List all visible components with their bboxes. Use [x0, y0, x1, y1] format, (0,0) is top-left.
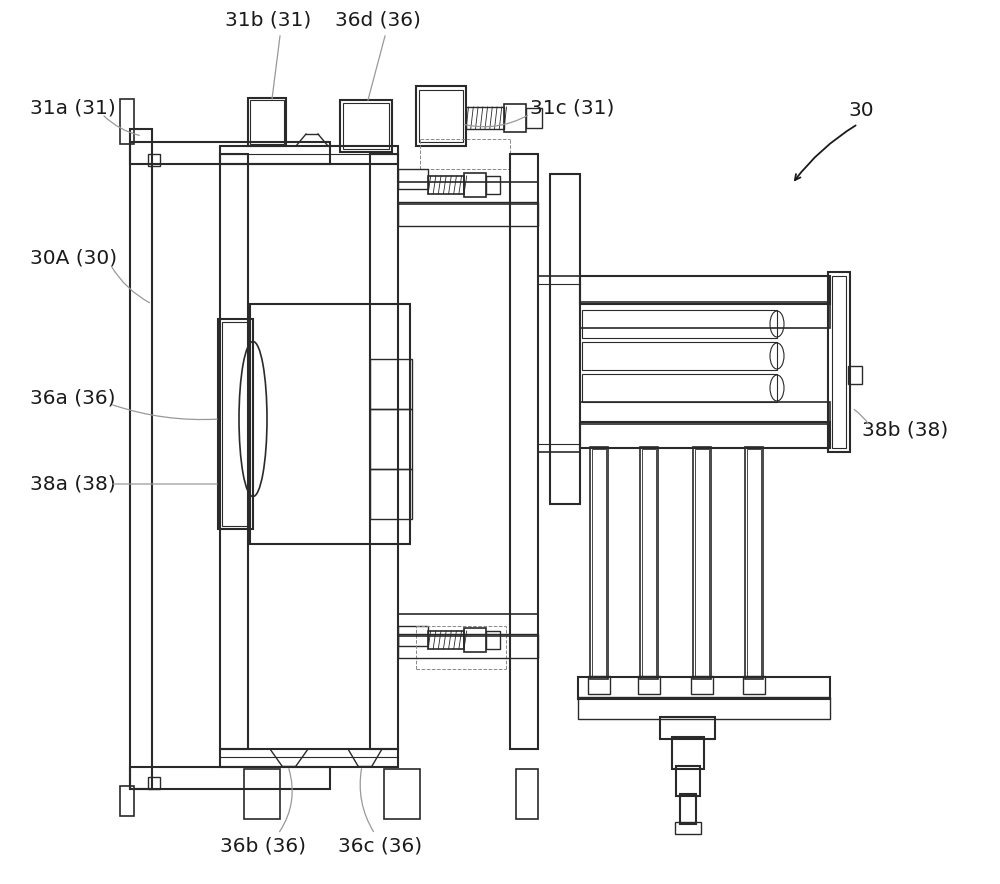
Bar	[695, 449, 709, 677]
Bar	[580, 422, 830, 448]
Bar	[218, 319, 253, 529]
Bar	[693, 447, 711, 679]
Bar	[222, 322, 249, 526]
Bar	[660, 717, 715, 739]
Bar	[510, 154, 538, 749]
Bar	[582, 310, 777, 338]
Bar	[370, 469, 412, 519]
Bar	[590, 447, 608, 679]
Bar	[526, 108, 542, 128]
Bar	[680, 794, 696, 824]
Bar	[419, 90, 463, 142]
Bar	[578, 697, 830, 719]
Bar	[580, 302, 830, 328]
Bar	[250, 100, 284, 144]
Bar	[675, 822, 701, 834]
Bar	[398, 202, 538, 226]
Bar	[676, 766, 700, 796]
Text: 36b (36): 36b (36)	[220, 837, 306, 856]
Bar	[148, 777, 160, 789]
Bar	[220, 749, 398, 767]
Bar	[130, 129, 152, 789]
Bar	[580, 276, 830, 304]
Text: 38a (38): 38a (38)	[30, 474, 116, 493]
Bar	[516, 769, 538, 819]
Bar	[416, 86, 466, 146]
Bar	[550, 174, 580, 504]
Bar	[340, 100, 392, 152]
Bar	[582, 374, 777, 402]
Bar	[148, 154, 160, 166]
Bar	[120, 786, 134, 816]
Bar	[580, 402, 830, 424]
Bar	[130, 767, 330, 789]
Bar	[640, 447, 658, 679]
Bar	[220, 154, 248, 749]
Bar	[486, 176, 500, 194]
Bar	[384, 769, 420, 819]
Bar	[828, 272, 850, 452]
Bar	[466, 107, 504, 129]
Bar	[642, 449, 656, 677]
Bar	[745, 447, 763, 679]
Text: 31b (31): 31b (31)	[225, 11, 311, 30]
Bar	[747, 449, 761, 677]
Bar	[220, 146, 398, 164]
Bar	[370, 154, 398, 749]
Bar	[428, 176, 464, 194]
Bar	[691, 676, 713, 694]
Text: 36d (36): 36d (36)	[335, 11, 421, 30]
Bar	[588, 676, 610, 694]
Bar	[398, 169, 428, 189]
Bar	[848, 366, 862, 384]
Bar	[398, 182, 538, 204]
Bar	[370, 409, 412, 469]
Bar	[672, 737, 704, 769]
Bar	[398, 626, 428, 646]
Text: 38b (38): 38b (38)	[862, 421, 948, 440]
Bar	[398, 634, 538, 658]
Bar	[428, 631, 464, 649]
Bar	[504, 104, 526, 132]
Bar	[120, 99, 134, 144]
Bar	[592, 449, 606, 677]
Bar	[464, 628, 486, 652]
Bar	[343, 103, 389, 149]
Bar	[578, 677, 830, 699]
Text: 30A (30): 30A (30)	[30, 249, 117, 268]
Bar	[130, 142, 330, 164]
Bar	[486, 631, 500, 649]
Bar	[244, 769, 280, 819]
Text: 36c (36): 36c (36)	[338, 837, 422, 856]
Bar	[743, 676, 765, 694]
Text: 36a (36): 36a (36)	[30, 389, 116, 408]
Bar	[832, 276, 846, 448]
Text: 31c (31): 31c (31)	[530, 99, 614, 118]
Text: 31a (31): 31a (31)	[30, 99, 116, 118]
Bar	[250, 304, 410, 544]
Bar	[582, 342, 777, 370]
Bar	[464, 173, 486, 197]
Bar	[638, 676, 660, 694]
Bar	[248, 98, 286, 146]
Text: 30: 30	[848, 101, 874, 120]
Bar	[370, 359, 412, 409]
Bar	[398, 614, 538, 636]
